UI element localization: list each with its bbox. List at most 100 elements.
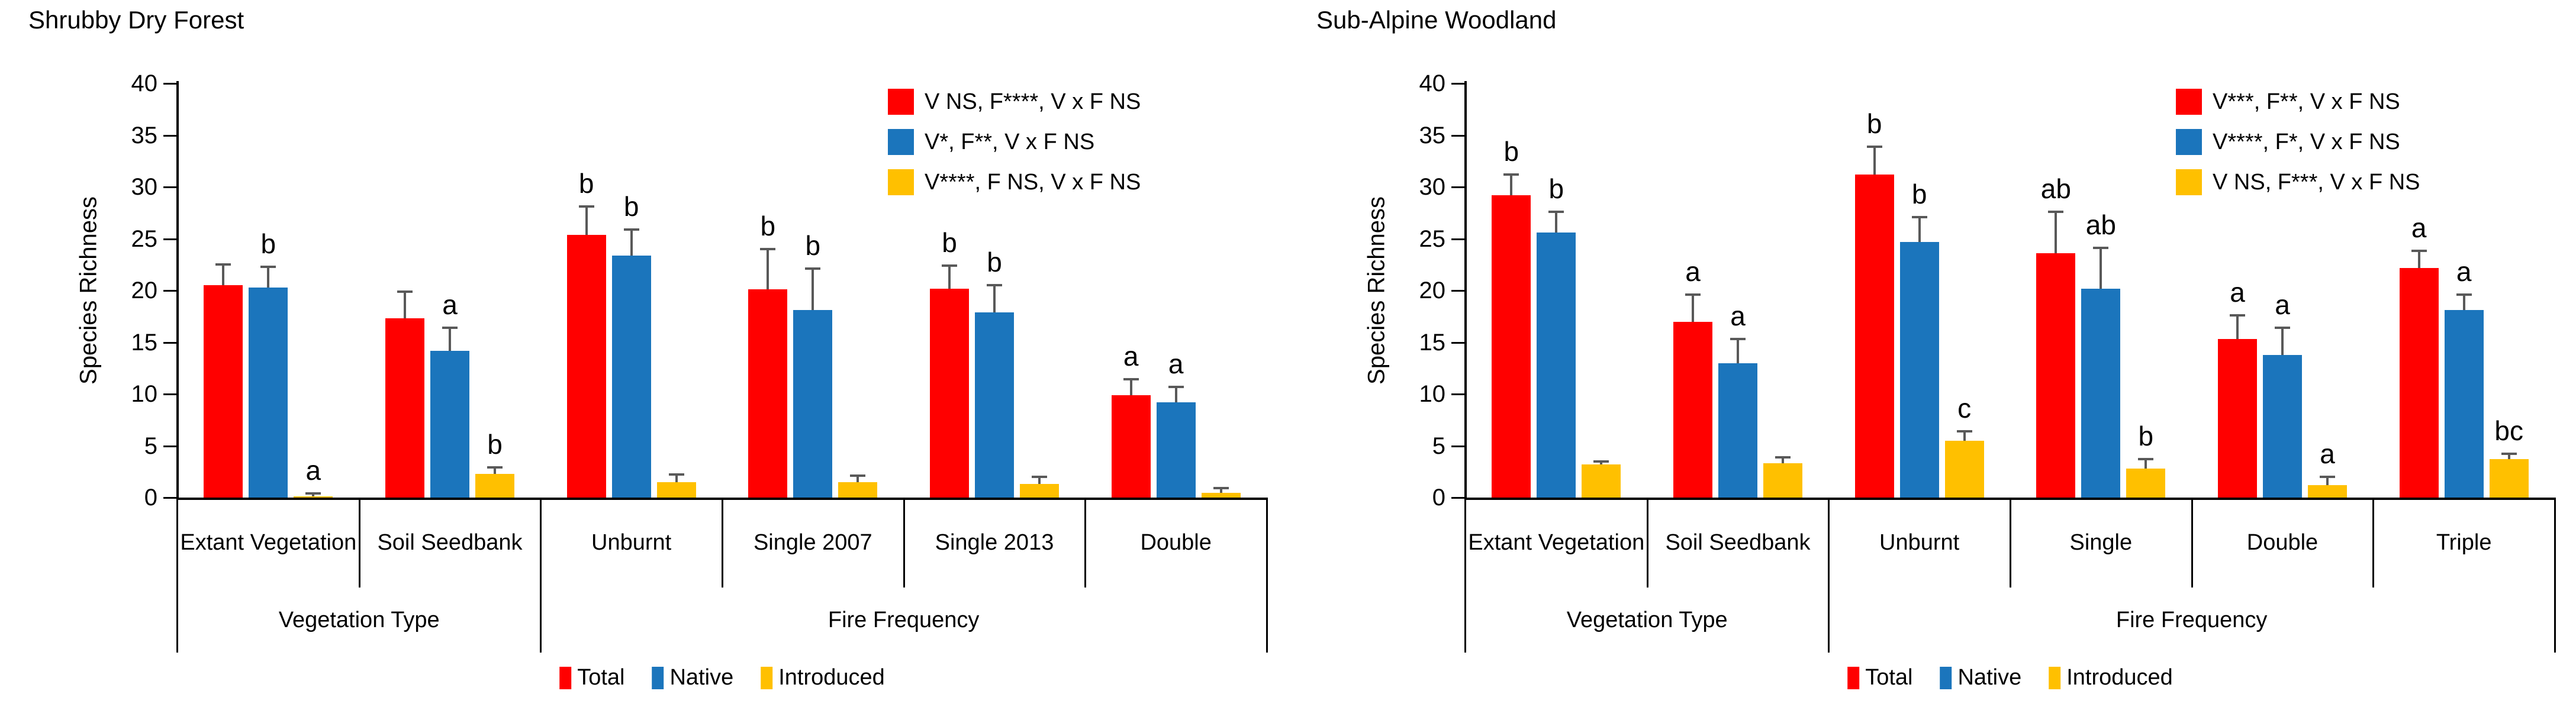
error-bar-cap [1685,293,1701,296]
significance-letter: b [805,230,821,261]
significance-letter: c [1957,392,1972,424]
significance-letter: a [2275,289,2290,320]
error-bar-stem [2236,316,2239,340]
bar-total-1 [204,285,243,498]
error-bar-cap [1866,145,1882,148]
y-axis-tick [1451,238,1464,240]
error-bar-stem [2462,295,2465,311]
category-divider [2372,498,2375,587]
bar-total-1 [1492,195,1531,498]
error-bar-cap [2275,326,2290,329]
significance-letter: a [2320,438,2335,469]
bar-native-5 [2263,354,2302,498]
bar-native-1 [249,287,288,498]
error-bar-stem [494,469,496,474]
error-bar-stem [267,267,270,288]
error-bar-cap [2048,210,2064,213]
y-axis-tick [163,238,176,240]
error-bar-stem [630,230,633,256]
error-bar-cap [2230,314,2245,317]
bar-native-3 [611,255,651,498]
error-bar-cap [942,264,957,267]
error-bar-stem [1782,458,1784,464]
y-tick-label: 40 [131,70,158,96]
bar-total-5 [930,288,969,498]
error-bar-cap [1123,378,1139,381]
error-bar-stem [767,250,769,290]
legend-swatch-native-icon [2176,129,2202,155]
legend-swatch-native-icon [888,129,914,155]
error-bar-stem [1555,212,1558,233]
category-box-right-edge [2554,498,2556,653]
y-tick-label: 35 [1419,122,1446,148]
bar-native-4 [2081,288,2121,498]
y-tick-label: 25 [131,225,158,252]
y-axis-tick [1451,393,1464,395]
category-label: Extant Vegetation [1468,530,1645,555]
significance-letter: a [1168,348,1184,379]
category-label: Unburnt [591,530,672,555]
significance-letter: b [578,168,594,199]
error-bar-stem [948,266,951,289]
bar-total-4 [748,289,788,498]
category-label: Double [2246,530,2319,555]
legend-marker-native-icon [652,666,664,689]
error-bar-cap [1775,456,1791,459]
series-legend-item-introduced: Introduced [761,665,885,690]
y-axis-tick [163,134,176,137]
series-legend-item-native: Native [652,665,733,690]
error-bar-stem [404,292,406,319]
error-bar-stem [2326,477,2329,485]
significance-letter: b [942,227,957,258]
y-axis-tick [1451,83,1464,85]
error-bar-cap [1168,385,1184,388]
y-tick-label: 30 [1419,174,1446,200]
significance-letter: b [2138,421,2154,451]
bar-native-1 [1537,233,1576,498]
y-tick-label: 0 [1432,485,1445,511]
chart-title: Shrubby Dry Forest [28,6,244,34]
significance-letter: a [442,289,458,320]
significance-letter: ab [2085,209,2116,240]
axis-group-label: Vegetation Type [1566,608,1728,632]
error-bar-stem [1174,388,1177,402]
category-divider [358,498,360,587]
group-divider [1828,498,1830,653]
bar-introduced-4 [838,482,878,498]
category-label: Extant Vegetation [180,530,357,555]
y-tick-label: 5 [144,432,157,459]
category-divider [1084,498,1087,587]
error-bar-stem [812,270,814,311]
group-divider [540,498,542,653]
y-axis-tick [163,290,176,292]
error-bar-stem [585,208,588,235]
significance-letter: b [760,210,776,241]
error-bar-stem [1510,175,1513,195]
error-bar-stem [2100,249,2102,289]
significance-letter: b [623,191,639,222]
axis-group-label: Fire Frequency [2115,608,2268,632]
y-axis-tick [163,83,176,85]
error-bar-cap [487,466,503,469]
error-bar-cap [1213,487,1229,489]
stats-legend-item-total: V***, F**, V x F NS [2176,89,2400,115]
significance-letter: a [2411,212,2427,244]
category-label: Single 2013 [935,530,1054,555]
y-axis-tick [163,341,176,344]
bar-native-6 [2444,310,2484,498]
error-bar-cap [1503,173,1519,176]
series-legend: Total Native Introduced [559,665,885,690]
series-legend-label: Total [1865,665,1913,690]
category-label: Triple [2436,530,2492,555]
series-legend-label: Introduced [2066,665,2173,690]
error-bar-stem [2417,252,2420,268]
bar-total-2 [1673,321,1712,498]
error-bar-stem [2055,212,2057,253]
legend-marker-native-icon [1940,666,1952,689]
error-bar-cap [1730,338,1746,340]
category-label: Unburnt [1879,530,1960,555]
bar-introduced-1 [1582,464,1621,498]
error-bar-cap [442,326,458,329]
